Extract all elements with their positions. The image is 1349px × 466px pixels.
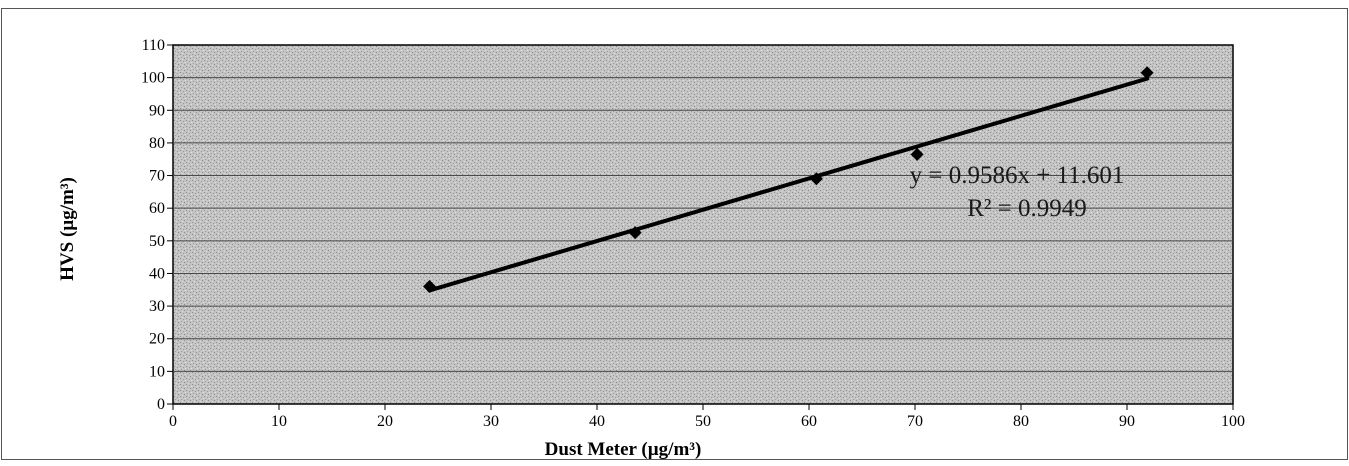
- trendline-layer: [427, 76, 1150, 293]
- x-tick-label: 10: [271, 413, 287, 430]
- x-tick-label: 60: [801, 413, 817, 430]
- y-tick-label: 0: [157, 396, 165, 413]
- chart-border: [1, 8, 1348, 460]
- data-points: [423, 66, 1154, 294]
- x-tick-label: 30: [483, 413, 499, 430]
- y-tick-label: 10: [149, 363, 165, 380]
- y-tick-label: 40: [149, 265, 165, 282]
- x-tick-label: 0: [169, 413, 177, 430]
- y-tick-label: 50: [149, 233, 165, 250]
- x-tick-label: 90: [1119, 413, 1135, 430]
- r-squared-label: R² = 0.9949: [967, 195, 1087, 222]
- y-tick-label: 100: [141, 70, 165, 87]
- y-tick-label: 20: [149, 331, 165, 348]
- y-tick-label: 110: [142, 37, 165, 54]
- x-axis-title: Dust Meter (µg/m³): [545, 439, 702, 460]
- x-tick-label: 50: [695, 413, 711, 430]
- y-tick-label: 90: [149, 102, 165, 119]
- trendline-equation: y = 0.9586x + 11.601: [910, 162, 1125, 189]
- y-axis-ticks: 0 10 20 30 40 50 60 70 80 90 100 110: [141, 37, 173, 413]
- trendline: [427, 76, 1150, 293]
- data-point-5: [1140, 66, 1154, 80]
- y-axis-title: HVS (µg/m³): [57, 177, 78, 281]
- x-tick-label: 20: [377, 413, 393, 430]
- x-tick-label: 70: [907, 413, 923, 430]
- data-point-4: [910, 147, 924, 161]
- x-tick-label: 100: [1221, 413, 1245, 430]
- x-tick-label: 80: [1013, 413, 1029, 430]
- data-point-1: [423, 280, 437, 294]
- x-axis-ticks: 0 10 20 30 40 50 60 70 80 90 100: [169, 404, 1245, 430]
- y-tick-label: 60: [149, 200, 165, 217]
- x-tick-label: 40: [589, 413, 605, 430]
- data-point-2: [628, 226, 642, 240]
- y-tick-label: 70: [149, 168, 165, 185]
- y-tick-label: 80: [149, 135, 165, 152]
- data-point-3: [809, 172, 823, 186]
- y-tick-label: 30: [149, 298, 165, 315]
